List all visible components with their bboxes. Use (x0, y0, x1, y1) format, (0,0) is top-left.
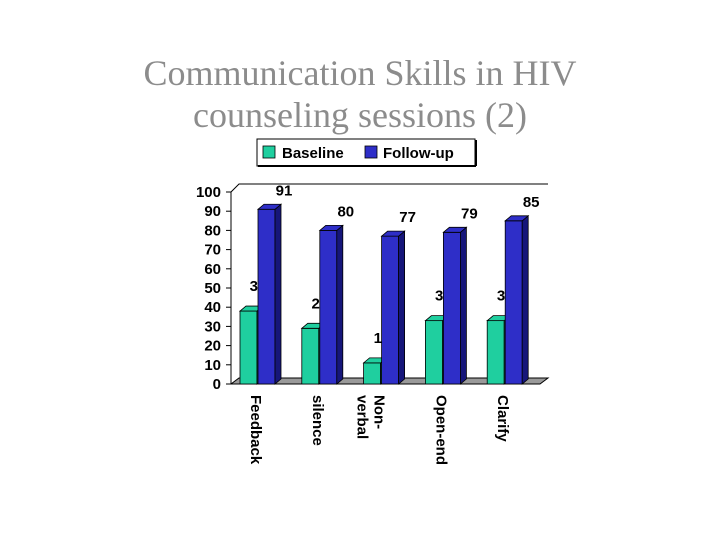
data-label: 79 (461, 205, 478, 222)
bar-followup (504, 214, 530, 385)
y-tick-label: 30 (204, 318, 221, 335)
bar-front (301, 327, 320, 385)
y-tick-label: 20 (204, 338, 221, 355)
bar-followup (318, 224, 344, 385)
y-tick-label: 10 (204, 357, 221, 374)
bar-top (442, 226, 468, 233)
bar-side (521, 214, 529, 385)
y-tick-label: 90 (204, 203, 221, 220)
bar-side (336, 224, 344, 385)
x-category-label: silence (309, 395, 326, 446)
x-category-label-line: Open-end (432, 395, 449, 465)
bar-top (504, 215, 530, 222)
x-category-label: Clarify (494, 395, 511, 442)
title-line-1: Communication Skills in HIV (143, 53, 577, 93)
bar-followup (442, 226, 468, 385)
y-tick-label: 80 (204, 222, 221, 239)
bar-followup (380, 230, 406, 385)
bar-front (239, 310, 258, 385)
x-category-label: Open-end (432, 395, 449, 465)
x-category-label-line: Feedback (247, 395, 264, 465)
legend-swatch (364, 145, 378, 159)
y-tick-label: 60 (204, 261, 221, 278)
bar-front (363, 362, 382, 385)
bar-front (424, 320, 443, 385)
title-line-2: counseling sessions (2) (193, 95, 527, 135)
bar-top (380, 230, 406, 237)
y-tick-label: 40 (204, 299, 221, 316)
bar-followup (256, 203, 283, 385)
bar-front (504, 220, 523, 385)
bar-top (318, 224, 344, 231)
bar-front (442, 231, 461, 385)
x-category-label-line: Clarify (494, 395, 511, 442)
x-category-label-line: verbal (354, 395, 371, 439)
x-category-label: Non-verbal (354, 395, 388, 439)
x-category-label-line: Non- (371, 395, 388, 429)
y-tick-label: 100 (196, 184, 221, 201)
y-tick-label: 70 (204, 242, 221, 259)
data-label: 80 (337, 203, 354, 220)
legend-label: Follow-up (383, 145, 454, 162)
bar-front (381, 235, 400, 385)
data-label: 91 (276, 182, 293, 199)
plot-area: 01020304050607080901003891Feedback2980si… (196, 182, 550, 465)
data-label: 85 (523, 194, 540, 211)
bar-top (256, 203, 283, 210)
bar-front (257, 208, 276, 385)
x-category-label-line: silence (309, 395, 326, 446)
bar-front (319, 229, 338, 385)
bar-front (486, 320, 505, 385)
y-tick-label: 0 (213, 376, 221, 393)
bar-side (274, 203, 282, 385)
data-label: 77 (399, 209, 416, 226)
legend: Baseline Follow-up (256, 138, 477, 167)
legend-label: Baseline (282, 145, 344, 162)
legend-swatch (262, 145, 276, 159)
y-tick-label: 50 (204, 280, 221, 297)
x-category-label: Feedback (247, 395, 264, 465)
slide-title: Communication Skills in HIV counseling s… (0, 52, 720, 136)
bar-side (459, 226, 467, 385)
bar-side (398, 230, 406, 385)
